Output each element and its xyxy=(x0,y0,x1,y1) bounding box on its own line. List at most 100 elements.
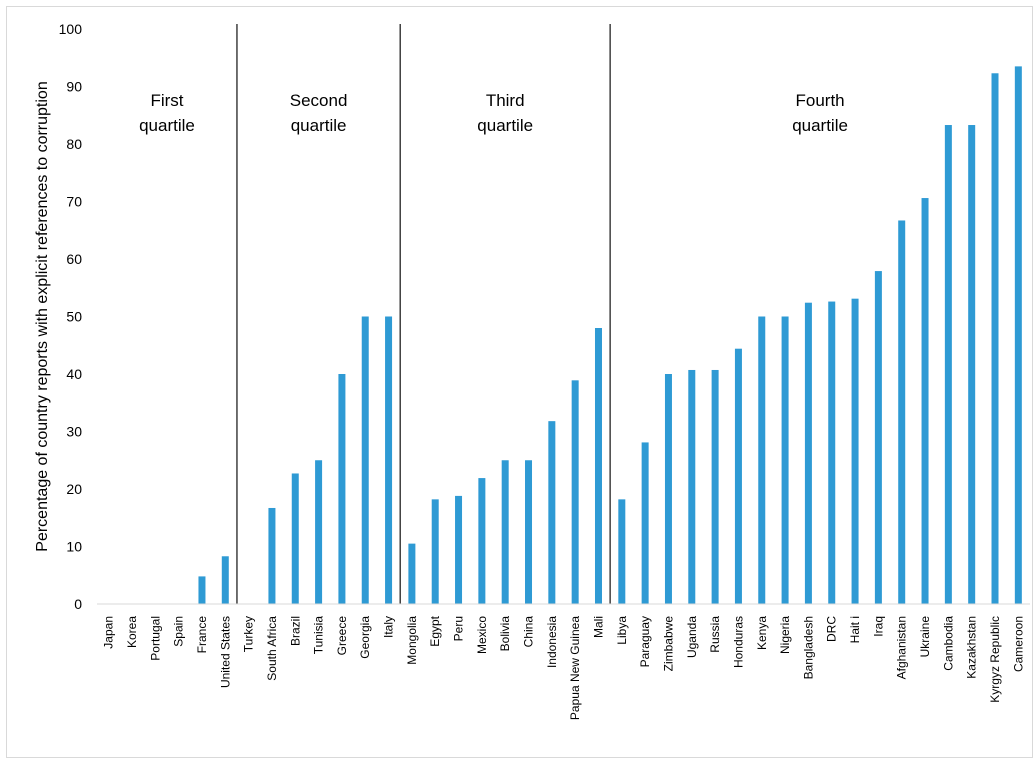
bar xyxy=(221,556,229,604)
quartile-label: Fourth quartile xyxy=(792,91,848,135)
bar xyxy=(408,543,416,604)
bar xyxy=(874,271,882,604)
x-tick-label: Italy xyxy=(382,616,396,638)
quartile-label-line: quartile xyxy=(139,116,195,135)
quartile-label-line: quartile xyxy=(477,116,533,135)
bar xyxy=(525,460,533,604)
x-tick-label: DRC xyxy=(825,616,839,642)
x-tick-label: Kyrgyz Republic xyxy=(988,616,1002,703)
bar xyxy=(385,316,393,604)
bar xyxy=(618,499,626,604)
y-axis-title: Percentage of country reports with expli… xyxy=(34,81,51,551)
x-tick-label: United States xyxy=(218,616,232,688)
x-tick-label: Cameroon xyxy=(1011,616,1025,672)
x-tick-label: Greece xyxy=(335,616,349,656)
y-tick-label: 60 xyxy=(66,251,82,267)
x-tick-label: China xyxy=(522,616,536,648)
bar xyxy=(1014,66,1022,604)
bar xyxy=(268,507,276,604)
quartile-label-line: quartile xyxy=(792,116,848,135)
x-tick-label: Iraq xyxy=(871,616,885,637)
bar xyxy=(734,348,742,604)
x-tick-label: Honduras xyxy=(731,616,745,668)
x-tick-label: Russia xyxy=(708,616,722,653)
quartile-label: Third quartile xyxy=(477,91,533,135)
y-tick-label: 50 xyxy=(66,309,82,325)
quartile-label-line: First xyxy=(150,91,183,110)
x-tick-label: Georgia xyxy=(358,616,372,659)
bars xyxy=(198,66,1022,605)
bar xyxy=(594,328,602,604)
y-axis-ticks: 0 10 20 30 40 50 60 70 80 90 100 xyxy=(59,21,83,612)
y-tick-label: 80 xyxy=(66,136,82,152)
x-tick-label: Cambodia xyxy=(941,616,955,671)
bar xyxy=(711,369,719,604)
y-tick-label: 100 xyxy=(59,21,83,37)
quartile-label-line: Second xyxy=(290,91,348,110)
quartile-label: Second quartile xyxy=(290,91,348,135)
x-tick-label: Portugal xyxy=(148,616,162,661)
x-tick-label: Bangladesh xyxy=(801,616,815,679)
bar xyxy=(361,316,369,604)
x-tick-label: Afghanistan xyxy=(895,616,909,679)
bar xyxy=(804,302,812,604)
y-tick-label: 30 xyxy=(66,424,82,440)
quartile-labels: First quartile Second quartile Third quartile… xyxy=(139,91,848,135)
y-tick-label: 20 xyxy=(66,481,82,497)
x-tick-label: Hait i xyxy=(848,616,862,643)
y-tick-label: 0 xyxy=(74,596,82,612)
bar xyxy=(548,421,556,604)
bar xyxy=(291,473,299,604)
x-tick-label: Uganda xyxy=(685,616,699,658)
bar xyxy=(898,220,906,604)
bar xyxy=(198,576,206,604)
x-tick-label: Korea xyxy=(125,616,139,648)
bar xyxy=(455,495,463,604)
x-tick-label: Nigeria xyxy=(778,616,792,654)
x-tick-label: Ukraine xyxy=(918,616,932,658)
x-tick-label: Indonesia xyxy=(545,616,559,668)
bar xyxy=(991,73,999,604)
bar xyxy=(781,316,789,604)
bar xyxy=(944,125,952,605)
x-tick-label: Tunisia xyxy=(312,616,326,655)
y-tick-label: 90 xyxy=(66,79,82,95)
x-tick-label: South Africa xyxy=(265,616,279,681)
quartile-label-line: Third xyxy=(486,91,525,110)
quartile-label: First quartile xyxy=(139,91,195,135)
quartile-label-line: Fourth xyxy=(796,91,845,110)
bar xyxy=(664,374,672,604)
y-tick-label: 40 xyxy=(66,366,82,382)
bar xyxy=(641,442,649,604)
x-tick-label: Zimbabwe xyxy=(661,616,675,672)
x-tick-label: Mexico xyxy=(475,616,489,654)
bar xyxy=(968,125,976,605)
y-tick-label: 10 xyxy=(66,539,82,555)
x-tick-label: Mongolia xyxy=(405,616,419,665)
y-axis-title-group: Percentage of country reports with expli… xyxy=(34,81,51,551)
x-tick-label: Peru xyxy=(452,616,466,641)
x-tick-label: Papua New Guinea xyxy=(568,616,582,720)
x-tick-label: Spain xyxy=(172,616,186,647)
bar xyxy=(315,460,323,604)
bar xyxy=(921,198,929,605)
bar xyxy=(828,301,836,604)
x-tick-label: France xyxy=(195,616,209,654)
x-tick-label: Kazakhstan xyxy=(965,616,979,679)
bar xyxy=(431,499,439,604)
x-tick-label: Japan xyxy=(102,616,116,649)
bar xyxy=(688,369,696,604)
quartile-dividers xyxy=(236,24,611,604)
x-tick-label: Brazil xyxy=(288,616,302,646)
quartile-label-line: quartile xyxy=(291,116,347,135)
bar xyxy=(478,478,486,604)
x-tick-label: Egypt xyxy=(428,615,442,646)
bar xyxy=(758,316,766,604)
chart-frame xyxy=(6,6,1033,758)
bar xyxy=(851,298,859,604)
bar xyxy=(571,380,579,604)
x-tick-label: Kenya xyxy=(755,616,769,650)
bar xyxy=(338,374,346,604)
x-tick-label: Turkey xyxy=(242,616,256,652)
